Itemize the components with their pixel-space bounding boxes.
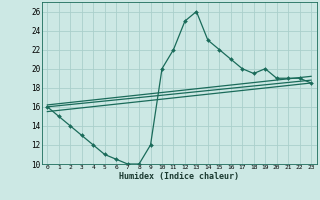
X-axis label: Humidex (Indice chaleur): Humidex (Indice chaleur) [119,172,239,181]
